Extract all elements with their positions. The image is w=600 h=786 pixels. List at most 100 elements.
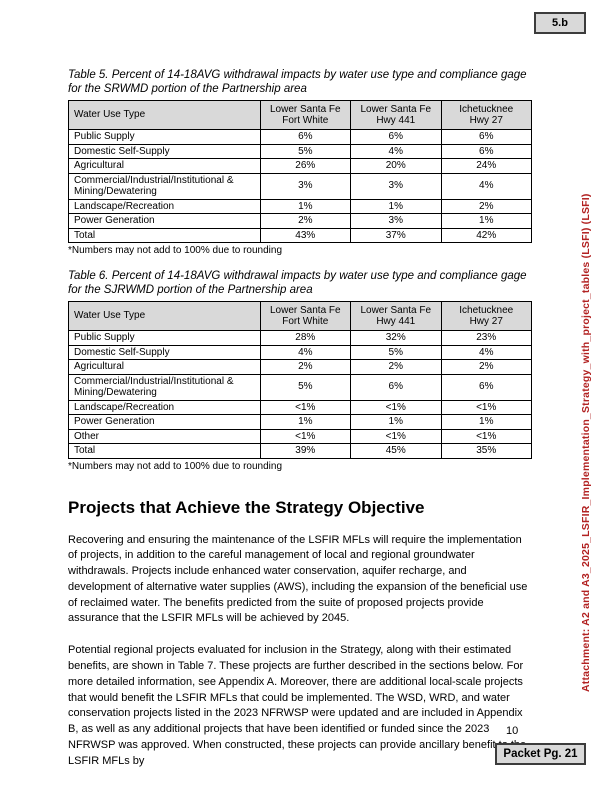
section-heading: Projects that Achieve the Strategy Objec… bbox=[68, 497, 425, 517]
cell-value: 2% bbox=[440, 198, 532, 214]
cell-value: 45% bbox=[350, 443, 442, 459]
row-label: Public Supply bbox=[68, 330, 261, 346]
cell-value: 2% bbox=[440, 359, 532, 375]
table-row: Commercial/Industrial/Institutional & Mi… bbox=[68, 373, 532, 401]
table-row: Agricultural 2% 2% 2% bbox=[68, 359, 532, 375]
row-label: Landscape/Recreation bbox=[68, 198, 261, 214]
agenda-item-tab-label: 5.b bbox=[552, 17, 568, 29]
cell-value: 26% bbox=[259, 158, 352, 174]
cell-value: 1% bbox=[259, 198, 352, 214]
column-header: Lower Santa Fe Hwy 441 bbox=[350, 100, 442, 130]
cell-value: 6% bbox=[440, 143, 532, 159]
table6-caption: Table 6. Percent of 14-18AVG withdrawal … bbox=[68, 270, 527, 296]
attachment-sidebar-label: Attachment: A2 and A3_2025_LSFIR_Impleme… bbox=[580, 193, 592, 692]
table-row: Landscape/Recreation 1% 1% 2% bbox=[68, 198, 532, 214]
cell-value: 6% bbox=[350, 129, 442, 145]
body-paragraph-1: Recovering and ensuring the maintenance … bbox=[68, 533, 528, 625]
cell-value: 6% bbox=[259, 129, 352, 145]
cell-value: 6% bbox=[440, 129, 532, 145]
row-label: Commercial/Industrial/Institutional & Mi… bbox=[68, 373, 261, 401]
cell-value: 24% bbox=[440, 158, 532, 174]
packet-page-label: Packet Pg. 21 bbox=[503, 748, 578, 760]
cell-value: 6% bbox=[350, 373, 442, 401]
table-row: Power Generation 1% 1% 1% bbox=[68, 414, 532, 430]
table-row: Power Generation 2% 3% 1% bbox=[68, 213, 532, 229]
cell-value: 1% bbox=[350, 414, 442, 430]
agenda-item-tab: 5.b bbox=[534, 12, 586, 34]
table-row: Agricultural 26% 20% 24% bbox=[68, 158, 532, 174]
cell-value: 35% bbox=[440, 443, 532, 459]
cell-value: <1% bbox=[259, 428, 352, 444]
cell-value: <1% bbox=[440, 399, 532, 415]
row-label: Power Generation bbox=[68, 414, 261, 430]
cell-value: <1% bbox=[259, 399, 352, 415]
column-header: Ichetucknee Hwy 27 bbox=[440, 301, 532, 331]
row-label: Domestic Self-Supply bbox=[68, 143, 261, 159]
table-row: Other <1% <1% <1% bbox=[68, 428, 532, 444]
row-label: Other bbox=[68, 428, 261, 444]
cell-value: 5% bbox=[259, 373, 352, 401]
cell-value: 5% bbox=[350, 344, 442, 360]
cell-value: 42% bbox=[440, 227, 532, 243]
cell-value: 1% bbox=[440, 414, 532, 430]
cell-value: 6% bbox=[440, 373, 532, 401]
column-header: Water Use Type bbox=[68, 301, 261, 331]
document-content: Table 5. Percent of 14-18AVG withdrawal … bbox=[68, 68, 532, 786]
packet-page-box: Packet Pg. 21 bbox=[495, 743, 586, 765]
row-label: Commercial/Industrial/Institutional & Mi… bbox=[68, 172, 261, 200]
table-row: Domestic Self-Supply 4% 5% 4% bbox=[68, 344, 532, 360]
table5: Water Use Type Lower Santa Fe Fort White L… bbox=[68, 100, 532, 243]
row-label: Public Supply bbox=[68, 129, 261, 145]
cell-value: 23% bbox=[440, 330, 532, 346]
row-label: Domestic Self-Supply bbox=[68, 344, 261, 360]
cell-value: 2% bbox=[259, 359, 352, 375]
cell-value: 3% bbox=[350, 213, 442, 229]
column-header: Lower Santa Fe Fort White bbox=[259, 100, 352, 130]
cell-value: 1% bbox=[350, 198, 442, 214]
cell-value: 5% bbox=[259, 143, 352, 159]
cell-value: 2% bbox=[350, 359, 442, 375]
row-label: Landscape/Recreation bbox=[68, 399, 261, 415]
table-row: Landscape/Recreation <1% <1% <1% bbox=[68, 399, 532, 415]
table-row: Public Supply 28% 32% 23% bbox=[68, 330, 532, 346]
cell-value: 4% bbox=[440, 172, 532, 200]
column-header: Ichetucknee Hwy 27 bbox=[440, 100, 532, 130]
cell-value: 4% bbox=[350, 143, 442, 159]
cell-value: <1% bbox=[350, 399, 442, 415]
table5-caption: Table 5. Percent of 14-18AVG withdrawal … bbox=[68, 69, 527, 95]
table6: Water Use Type Lower Santa Fe Fort White L… bbox=[68, 301, 532, 459]
cell-value: 2% bbox=[259, 213, 352, 229]
cell-value: <1% bbox=[350, 428, 442, 444]
column-header: Water Use Type bbox=[68, 100, 261, 130]
column-header: Lower Santa Fe Fort White bbox=[259, 301, 352, 331]
row-label: Total bbox=[68, 443, 261, 459]
page-number: 10 bbox=[506, 725, 519, 737]
table-row: Total 39% 45% 35% bbox=[68, 443, 532, 459]
table-row: Domestic Self-Supply 5% 4% 6% bbox=[68, 143, 532, 159]
row-label: Agricultural bbox=[68, 359, 261, 375]
table-header-row: Water Use Type Lower Santa Fe Fort White L… bbox=[68, 301, 532, 331]
column-header: Lower Santa Fe Hwy 441 bbox=[350, 301, 442, 331]
cell-value: 39% bbox=[259, 443, 352, 459]
table-header-row: Water Use Type Lower Santa Fe Fort White L… bbox=[68, 100, 532, 130]
cell-value: 28% bbox=[259, 330, 352, 346]
cell-value: 4% bbox=[259, 344, 352, 360]
row-label: Power Generation bbox=[68, 213, 261, 229]
cell-value: <1% bbox=[440, 428, 532, 444]
table-row: Public Supply 6% 6% 6% bbox=[68, 129, 532, 145]
cell-value: 37% bbox=[350, 227, 442, 243]
cell-value: 43% bbox=[259, 227, 352, 243]
table5-block: Table 5. Percent of 14-18AVG withdrawal … bbox=[68, 68, 532, 256]
table5-footnote: *Numbers may not add to 100% due to roun… bbox=[68, 245, 283, 256]
table6-footnote: *Numbers may not add to 100% due to roun… bbox=[68, 460, 283, 472]
table-row: Commercial/Industrial/Institutional & Mi… bbox=[68, 172, 532, 200]
table-row: Total 43% 37% 42% bbox=[68, 227, 532, 243]
cell-value: 32% bbox=[350, 330, 442, 346]
row-label: Agricultural bbox=[68, 158, 261, 174]
cell-value: 1% bbox=[440, 213, 532, 229]
row-label: Total bbox=[68, 227, 261, 243]
cell-value: 4% bbox=[440, 344, 532, 360]
cell-value: 1% bbox=[259, 414, 352, 430]
cell-value: 20% bbox=[350, 158, 442, 174]
cell-value: 3% bbox=[350, 172, 442, 200]
